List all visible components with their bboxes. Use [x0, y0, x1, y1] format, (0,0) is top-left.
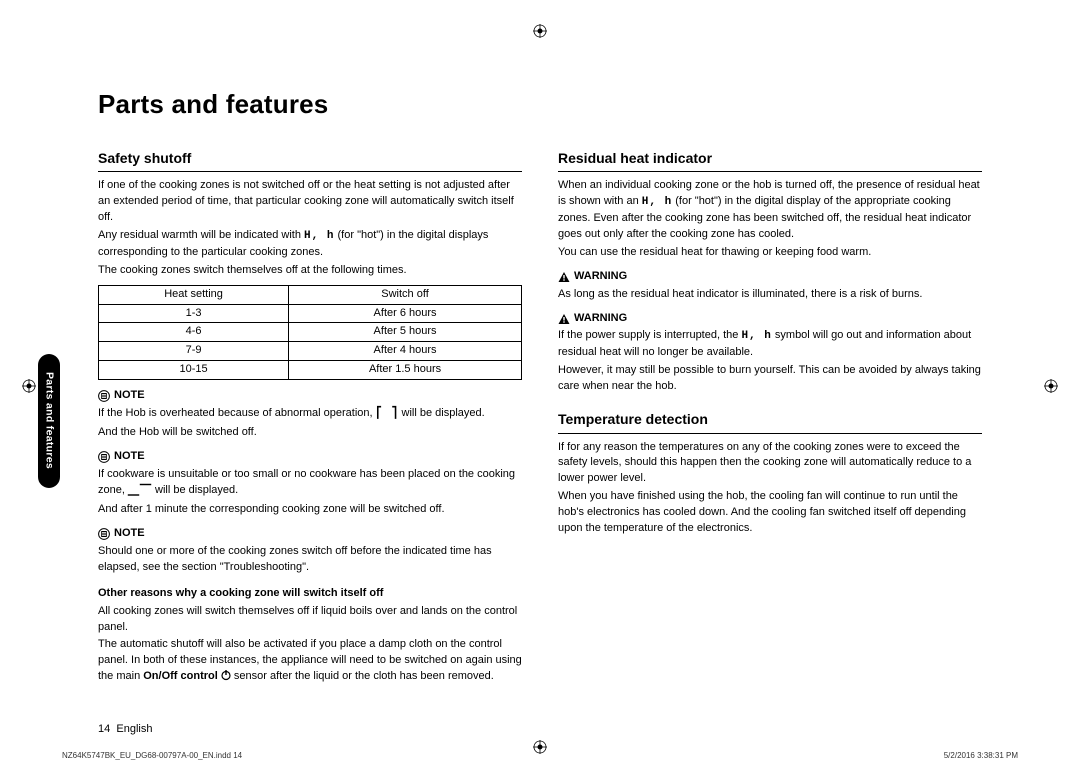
residual-heat-heading: Residual heat indicator: [558, 148, 982, 172]
sidebar-section-tab: Parts and features: [38, 354, 60, 488]
note-icon: [98, 390, 110, 402]
crop-mark-bottom: [533, 740, 547, 754]
table-row: Heat setting Switch off: [99, 285, 522, 304]
body-text: The automatic shutoff will also be activ…: [98, 637, 522, 685]
warning-heading: WARNING: [558, 269, 982, 285]
body-text: You can use the residual heat for thawin…: [558, 245, 982, 261]
page-content: Parts and features Safety shutoff If one…: [98, 86, 982, 687]
note-icon: [98, 528, 110, 540]
temperature-detection-heading: Temperature detection: [558, 409, 982, 433]
warning-icon: [558, 271, 570, 283]
note-heading: NOTE: [98, 449, 522, 465]
page-number: 14 English: [98, 722, 152, 738]
error-symbol: ⎡ ⎤: [376, 408, 399, 420]
body-text: If one of the cooking zones is not switc…: [98, 178, 522, 226]
body-text: All cooking zones will switch themselves…: [98, 604, 522, 636]
footer-filename: NZ64K5747BK_EU_DG68-00797A-00_EN.indd 14: [62, 750, 242, 762]
crop-mark-right: [1044, 379, 1058, 393]
body-text: Should one or more of the cooking zones …: [98, 544, 522, 576]
note-icon: [98, 451, 110, 463]
subheading: Other reasons why a cooking zone will sw…: [98, 586, 522, 602]
body-text: If cookware is unsuitable or too small o…: [98, 467, 522, 500]
note-heading: NOTE: [98, 526, 522, 542]
sidebar-label: Parts and features: [41, 372, 56, 469]
footer-timestamp: 5/2/2016 3:38:31 PM: [944, 750, 1018, 762]
pan-symbol: ⎽⎺: [128, 485, 152, 497]
body-text: If for any reason the temperatures on an…: [558, 440, 982, 488]
table-row: 7-9 After 4 hours: [99, 342, 522, 361]
body-text: However, it may still be possible to bur…: [558, 363, 982, 395]
table-row: 4-6 After 5 hours: [99, 323, 522, 342]
body-text: If the power supply is interrupted, the …: [558, 328, 982, 361]
power-icon: [221, 669, 231, 681]
note-heading: NOTE: [98, 388, 522, 404]
body-text: When you have finished using the hob, th…: [558, 489, 982, 537]
right-column: Residual heat indicator When an individu…: [558, 148, 982, 688]
body-text: The cooking zones switch themselves off …: [98, 263, 522, 279]
body-text: When an individual cooking zone or the h…: [558, 178, 982, 243]
hot-symbol: H, h: [741, 330, 771, 342]
body-text: Any residual warmth will be indicated wi…: [98, 228, 522, 261]
hot-symbol: H, h: [304, 230, 334, 242]
crop-mark-left: [22, 379, 36, 393]
crop-mark-top: [533, 24, 547, 38]
safety-shutoff-heading: Safety shutoff: [98, 148, 522, 172]
warning-heading: WARNING: [558, 311, 982, 327]
warning-icon: [558, 313, 570, 325]
table-row: 10-15 After 1.5 hours: [99, 361, 522, 380]
table-row: 1-3 After 6 hours: [99, 304, 522, 323]
left-column: Safety shutoff If one of the cooking zon…: [98, 148, 522, 688]
body-text: And the Hob will be switched off.: [98, 425, 522, 441]
page-title: Parts and features: [98, 86, 982, 124]
table-header: Heat setting: [99, 285, 289, 304]
table-header: Switch off: [289, 285, 522, 304]
body-text: If the Hob is overheated because of abno…: [98, 406, 522, 423]
shutoff-table: Heat setting Switch off 1-3 After 6 hour…: [98, 285, 522, 381]
hot-symbol: H, h: [642, 196, 672, 208]
onoff-control-label: On/Off control: [143, 670, 218, 682]
body-text: And after 1 minute the corresponding coo…: [98, 502, 522, 518]
body-text: As long as the residual heat indicator i…: [558, 287, 982, 303]
